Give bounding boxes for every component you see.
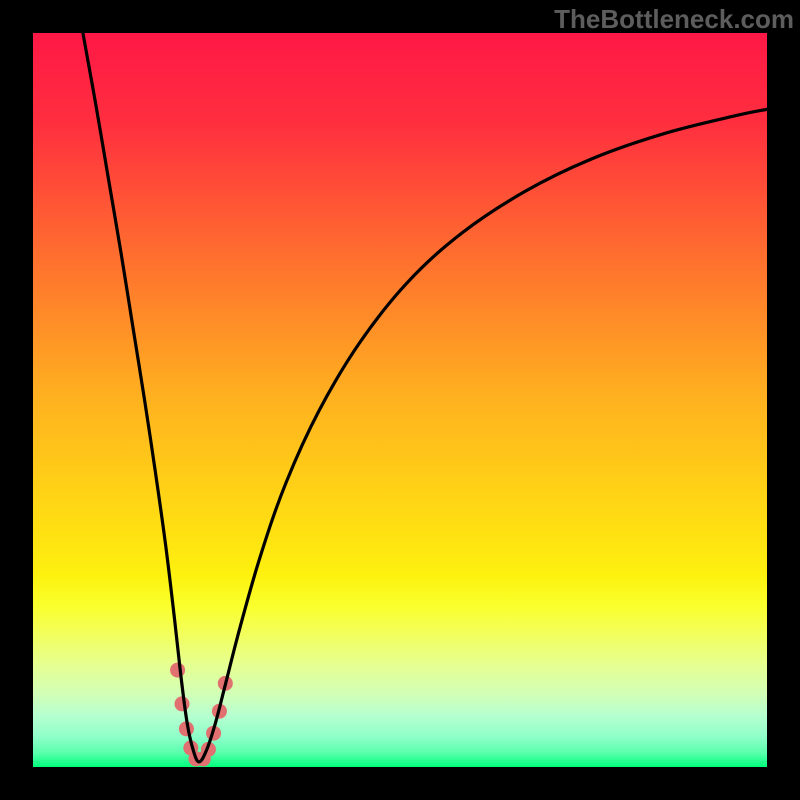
chart-container: TheBottleneck.com xyxy=(0,0,800,800)
bottleneck-curve xyxy=(83,33,767,762)
data-dot xyxy=(175,696,190,711)
valley-dots xyxy=(170,663,233,767)
data-dot xyxy=(170,663,185,678)
curve-layer xyxy=(33,33,767,767)
watermark-text: TheBottleneck.com xyxy=(554,4,794,35)
plot-area xyxy=(33,33,767,767)
